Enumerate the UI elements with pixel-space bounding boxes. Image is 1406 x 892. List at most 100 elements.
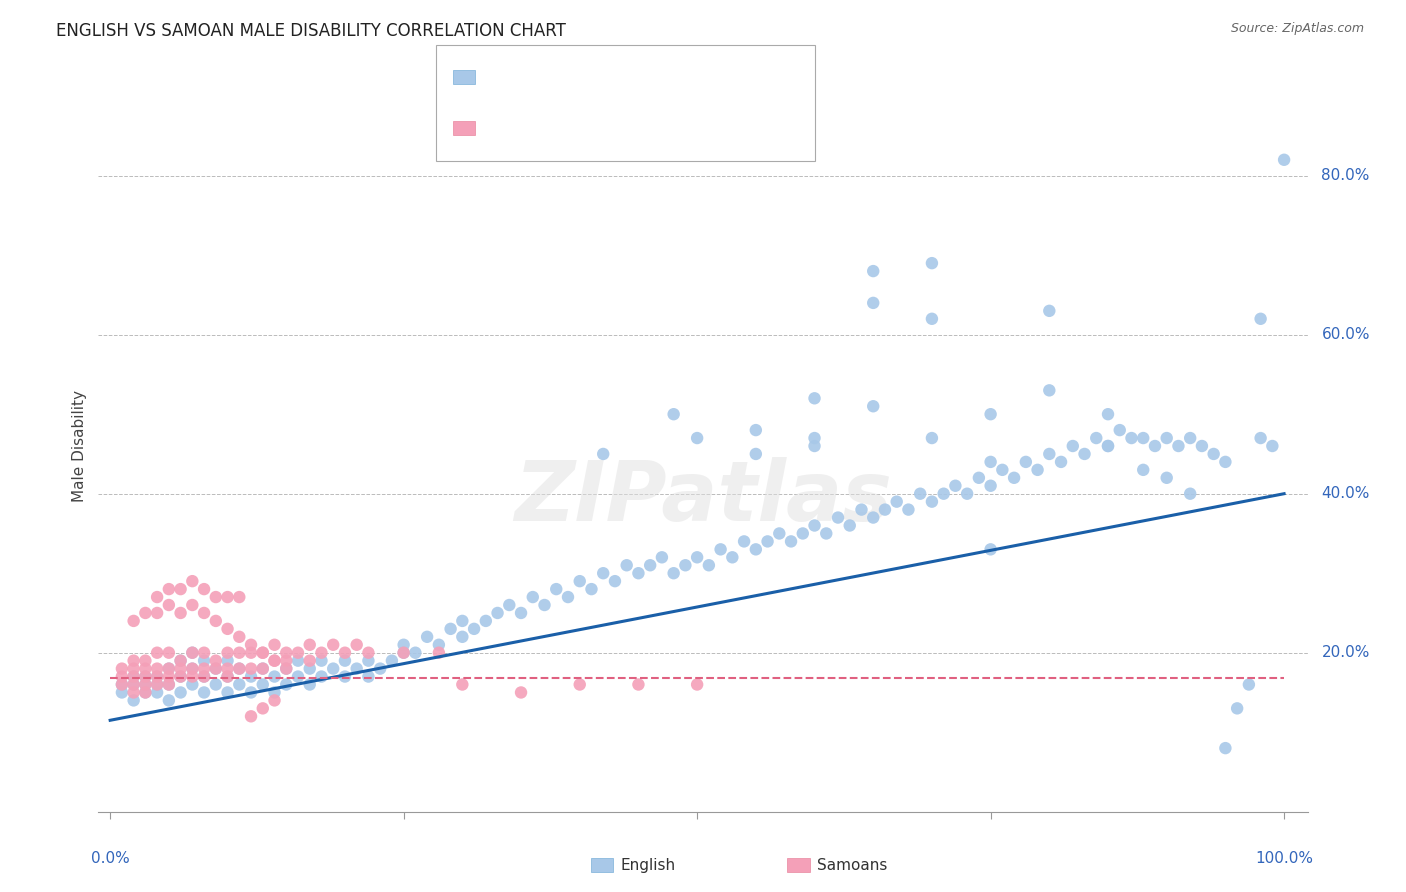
Point <box>439 622 461 636</box>
Point <box>1038 303 1060 318</box>
Point <box>217 646 239 660</box>
Point <box>557 590 579 604</box>
Point <box>122 654 145 668</box>
Point <box>193 582 215 596</box>
Point <box>568 677 591 691</box>
Point <box>346 638 368 652</box>
Text: 0.0%: 0.0% <box>91 851 129 865</box>
Point <box>862 264 884 278</box>
Point <box>1180 431 1202 445</box>
Point <box>276 662 298 676</box>
Point <box>146 662 169 676</box>
Point <box>240 685 263 699</box>
Point <box>134 662 156 676</box>
Point <box>1050 455 1073 469</box>
Point <box>862 296 884 310</box>
Text: English: English <box>620 858 675 872</box>
Point <box>1062 439 1084 453</box>
Point <box>745 423 768 437</box>
Point <box>193 606 215 620</box>
Point <box>1143 439 1166 453</box>
Point <box>217 654 239 668</box>
Point <box>1002 471 1025 485</box>
Point <box>181 677 204 691</box>
Point <box>827 510 849 524</box>
Point <box>276 654 298 668</box>
Point <box>111 685 134 699</box>
Point <box>662 407 685 421</box>
Point <box>451 630 474 644</box>
Point <box>991 463 1014 477</box>
Point <box>298 638 321 652</box>
Point <box>122 662 145 676</box>
Point <box>568 574 591 589</box>
Point <box>862 510 884 524</box>
Point <box>111 677 134 691</box>
Point <box>134 685 156 699</box>
Point <box>217 669 239 683</box>
Text: ZIPatlas: ZIPatlas <box>515 457 891 538</box>
Point <box>157 598 180 612</box>
Point <box>721 550 744 565</box>
Point <box>122 677 145 691</box>
Point <box>1073 447 1095 461</box>
Point <box>157 677 180 691</box>
Text: 0.004: 0.004 <box>526 120 574 136</box>
Point <box>157 582 180 596</box>
Point <box>228 677 250 691</box>
Point <box>252 701 274 715</box>
Point <box>838 518 860 533</box>
Point <box>1121 431 1143 445</box>
Point <box>146 669 169 683</box>
Point <box>651 550 673 565</box>
Point <box>240 638 263 652</box>
Point <box>638 558 661 573</box>
Point <box>1215 741 1237 756</box>
Point <box>427 646 450 660</box>
Point <box>217 685 239 699</box>
Point <box>686 550 709 565</box>
Point <box>287 669 309 683</box>
Point <box>157 677 180 691</box>
Point <box>697 558 720 573</box>
Point <box>803 392 825 406</box>
Point <box>157 662 180 676</box>
Text: Samoans: Samoans <box>817 858 887 872</box>
Point <box>1097 439 1119 453</box>
Point <box>228 662 250 676</box>
Point <box>1215 455 1237 469</box>
Point <box>980 542 1002 557</box>
Point <box>333 669 356 683</box>
Text: 20.0%: 20.0% <box>1322 645 1369 660</box>
Point <box>756 534 779 549</box>
Point <box>287 646 309 660</box>
Point <box>193 646 215 660</box>
Point <box>134 677 156 691</box>
Point <box>1026 463 1049 477</box>
Point <box>451 677 474 691</box>
Point <box>686 431 709 445</box>
Point <box>157 662 180 676</box>
Point <box>122 693 145 707</box>
Point <box>686 677 709 691</box>
Point <box>710 542 733 557</box>
Point <box>228 662 250 676</box>
Point <box>967 471 990 485</box>
Point <box>921 256 943 270</box>
Point <box>276 646 298 660</box>
Point <box>980 407 1002 421</box>
Point <box>181 662 204 676</box>
Point <box>932 486 955 500</box>
Point <box>745 447 768 461</box>
Point <box>263 693 285 707</box>
Point <box>1132 463 1154 477</box>
Point <box>169 669 191 683</box>
Point <box>193 662 215 676</box>
Point <box>956 486 979 500</box>
Point <box>122 685 145 699</box>
Point <box>592 566 614 581</box>
Point <box>228 590 250 604</box>
Point <box>1191 439 1213 453</box>
Point <box>333 646 356 660</box>
Point <box>228 646 250 660</box>
